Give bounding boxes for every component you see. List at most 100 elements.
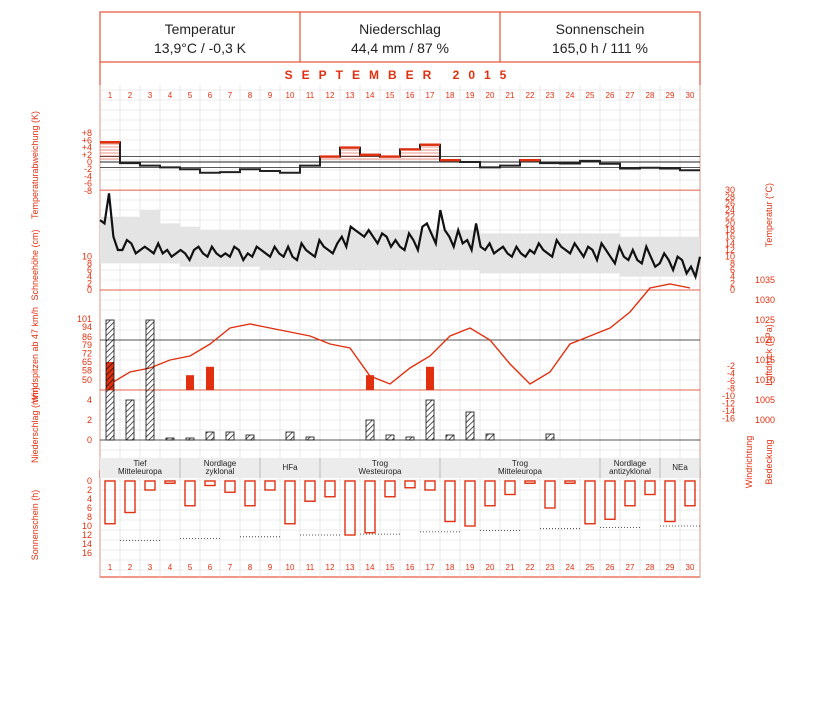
right-axis-label: Luftdruck (hPa) [764, 324, 774, 386]
precip-tick: 0 [87, 435, 92, 445]
day-label-bottom: 6 [208, 563, 213, 572]
wind-gust-bar [186, 375, 194, 390]
pressure-tick: 1000 [755, 415, 775, 425]
day-label-bottom: 9 [268, 563, 273, 572]
day-label-bottom: 30 [686, 563, 695, 572]
precip-bar [385, 434, 395, 441]
day-label-top: 26 [606, 91, 615, 100]
month-title: SEPTEMBER 2015 [285, 68, 516, 82]
sunshine-bar [304, 480, 316, 502]
day-label-bottom: 19 [466, 563, 475, 572]
sunshine-bar [264, 480, 276, 491]
temp-neg-tick: -4 [727, 369, 735, 379]
day-label-top: 11 [306, 91, 315, 100]
sunshine-tick: 12 [82, 530, 92, 540]
header-sunshine-title: Sonnenschein [556, 21, 645, 37]
weather-type-label: antizyklonal [609, 467, 651, 476]
day-label-bottom: 4 [168, 563, 173, 572]
day-label-bottom: 15 [386, 563, 395, 572]
day-label-top: 23 [546, 91, 555, 100]
precip-bar [125, 399, 135, 441]
day-label-top: 28 [646, 91, 655, 100]
weather-type-label: Nordlage [614, 459, 647, 468]
wind-gust-bar [366, 375, 374, 390]
left-axis-label: Niederschlag (mm) [30, 387, 40, 463]
header-temperature-title: Temperatur [165, 21, 236, 37]
day-label-bottom: 13 [346, 563, 355, 572]
snow-tick: 6 [87, 265, 92, 275]
tdev-tick: +8 [82, 128, 92, 138]
precip-bar [225, 431, 235, 441]
wind-tick: 79 [82, 340, 92, 350]
day-label-top: 17 [426, 91, 435, 100]
tdev-tick: -4 [84, 171, 92, 181]
tdev-tick: +6 [82, 135, 92, 145]
pressure-line [109, 283, 691, 385]
precip-bar [205, 431, 215, 441]
sunshine-bar [504, 480, 516, 496]
day-label-top: 16 [406, 91, 415, 100]
header-precip-value: 44,4 mm / 87 % [351, 40, 449, 56]
sunshine-bar [224, 480, 236, 493]
day-label-top: 2 [128, 91, 133, 100]
day-label-bottom: 16 [406, 563, 415, 572]
day-label-top: 19 [466, 91, 475, 100]
temp-tick: 28 [725, 192, 735, 202]
day-label-top: 13 [346, 91, 355, 100]
temp-neg-tick: -14 [722, 406, 735, 416]
day-label-top: 25 [586, 91, 595, 100]
wind-tick: 94 [82, 322, 92, 332]
sunshine-bar [424, 480, 436, 491]
pressure-panel: 1035 1030 1025 1020 1015 1010 1005 1000 -2-4-6-8… [100, 275, 775, 425]
sunshine-bar [164, 480, 176, 484]
wind-gust-bar [426, 366, 434, 390]
tdev-tick: -6 [84, 179, 92, 189]
pressure-tick: 1030 [755, 295, 775, 305]
temp-tick: 14 [725, 238, 735, 248]
sunshine-bar [144, 480, 156, 491]
precip-bar [425, 399, 435, 441]
sunshine-bar [664, 480, 676, 523]
day-label-bottom: 24 [566, 563, 575, 572]
sunshine-bar [284, 480, 296, 525]
sunshine-tick: 14 [82, 539, 92, 549]
day-label-bottom: 8 [248, 563, 253, 572]
snow-tick: 0 [87, 285, 92, 295]
precipitation-panel: 4 2 0 [87, 319, 700, 445]
precip-bar [445, 434, 455, 441]
day-label-bottom: 29 [666, 563, 675, 572]
precip-bar [545, 433, 555, 441]
temp-tick: 2 [730, 278, 735, 288]
day-label-bottom: 28 [646, 563, 655, 572]
day-label-bottom: 20 [486, 563, 495, 572]
day-label-bottom: 5 [188, 563, 193, 572]
tdev-tick: +2 [82, 150, 92, 160]
sunshine-bar [544, 480, 556, 509]
weather-type-label: Tief [133, 459, 147, 468]
header-sunshine-value: 165,0 h / 111 % [552, 40, 648, 56]
day-label-bottom: 26 [606, 563, 615, 572]
day-label-top: 14 [366, 91, 375, 100]
tdev-tick: 0 [87, 157, 92, 167]
day-label-top: 22 [526, 91, 535, 100]
wind-tick: 50 [82, 375, 92, 385]
day-label-top: 5 [188, 91, 193, 100]
snow-tick: 10 [82, 252, 92, 262]
left-axis-label: Temperaturabweichung (K) [30, 111, 40, 219]
tdev-tick: -8 [84, 186, 92, 196]
day-label-bottom: 23 [546, 563, 555, 572]
weather-type-label: HFa [282, 463, 298, 472]
day-label-bottom: 2 [128, 563, 133, 572]
pressure-tick: 1015 [755, 355, 775, 365]
wind-tick: 101 [77, 314, 92, 324]
pressure-tick: 1020 [755, 335, 775, 345]
temp-tick: 20 [725, 218, 735, 228]
wind-tick: 86 [82, 332, 92, 342]
day-label-bottom: 11 [306, 563, 315, 572]
sunshine-bar [344, 480, 356, 536]
day-label-bottom: 12 [326, 563, 335, 572]
sunshine-tick: 4 [87, 494, 92, 504]
day-label-top: 9 [268, 91, 273, 100]
left-axis-label: Windspitzen ab 47 km/h [30, 307, 40, 403]
sunshine-bar [564, 480, 576, 484]
